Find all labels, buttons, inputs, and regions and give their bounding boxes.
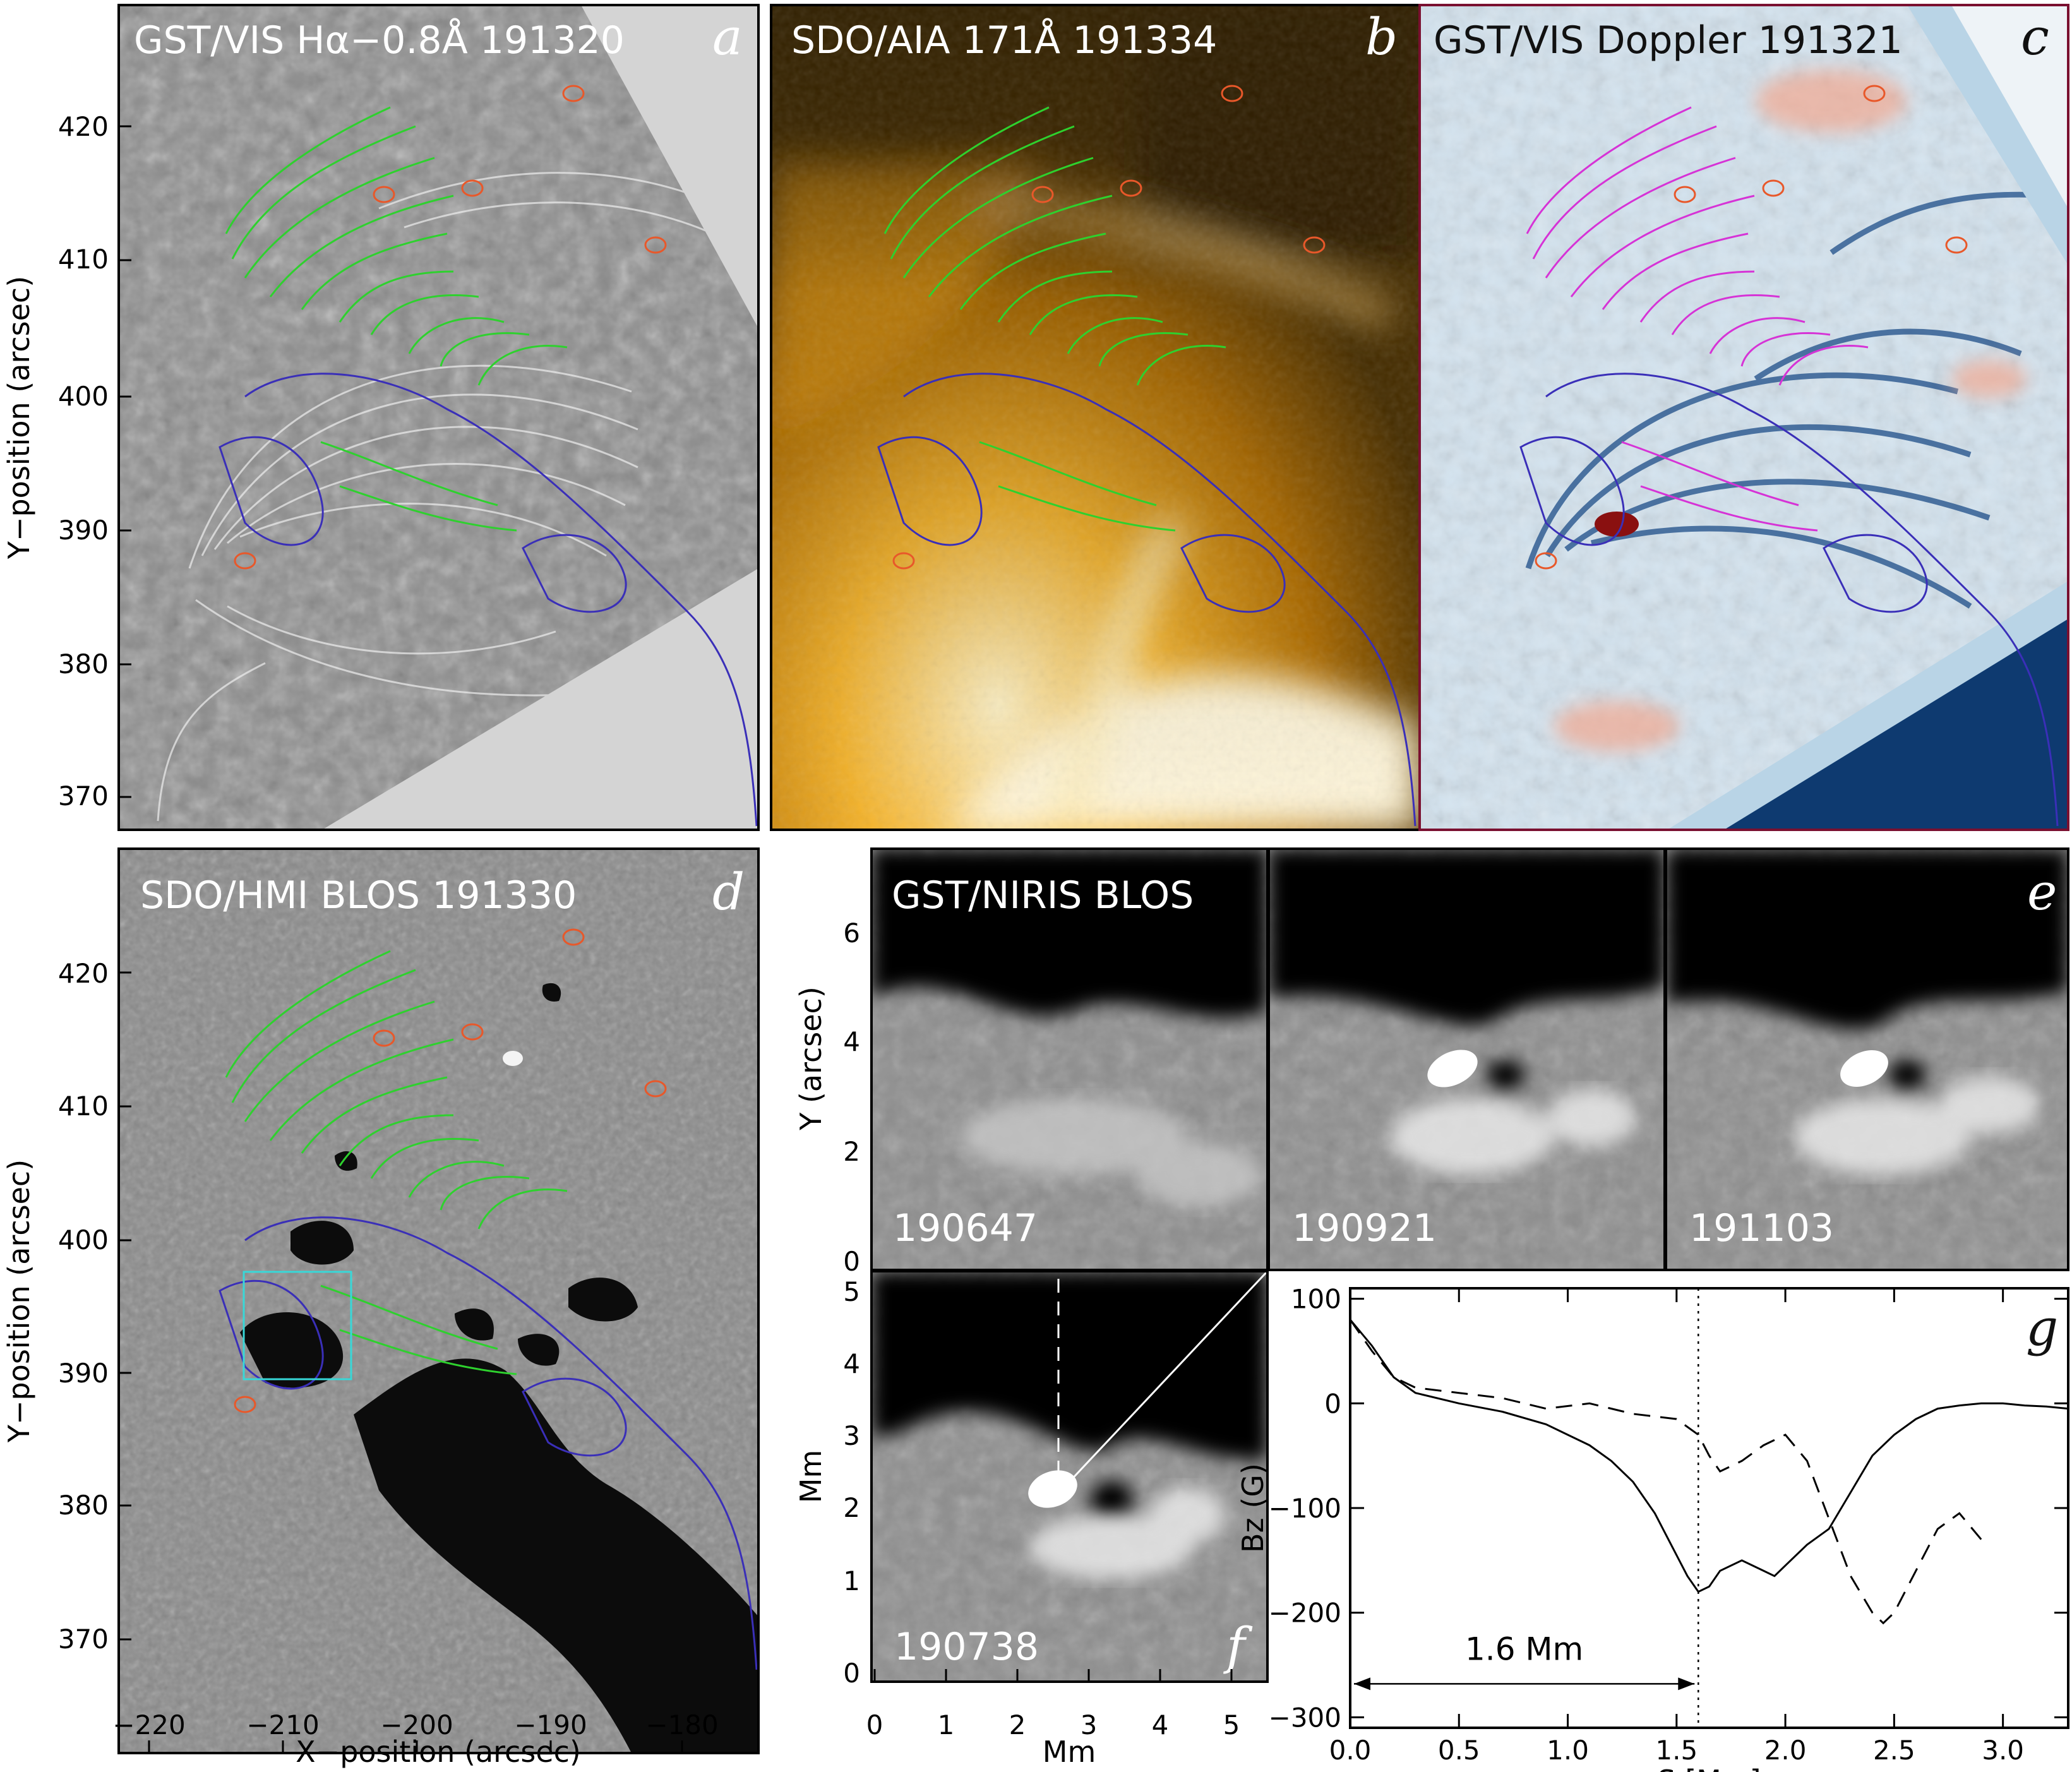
tick-d-y: 410 [58,1091,109,1122]
field-lines-a [225,106,568,532]
g-series-dashed [1349,1319,1982,1625]
contours-b [877,85,1416,827]
g-ytick-label: 100 [1291,1284,1341,1315]
panel-b-letter: b [1365,8,1398,66]
panel-e-title: GST/NIRIS BLOS [892,873,1194,918]
panel-f-time: 190738 [894,1625,1039,1669]
tick-d-x: −220 [112,1709,185,1740]
tick-d-x: −210 [246,1709,319,1740]
panel-c [1420,5,2068,830]
contours-a [219,85,758,827]
g-ytick-label: −200 [1269,1598,1341,1629]
g-xtick-label: 2.5 [1873,1735,1915,1766]
tick-f-y: 3 [843,1420,860,1451]
tick-f-x: 3 [1081,1709,1098,1740]
panel-e-time-3: 191103 [1689,1206,1834,1250]
tick-d-y: 400 [58,1224,109,1255]
contours-c [1519,85,2059,827]
g-arrow-head-right [1678,1677,1695,1691]
panel-c-letter: c [2021,8,2049,66]
tick-a-y: 420 [58,111,109,142]
panel-d-letter: d [712,863,745,921]
panel-d-ylabel: Y−position (arcsec) [2,1159,36,1443]
tick-a-y: 410 [58,244,109,275]
g-xtick-label: 3.0 [1982,1735,2024,1766]
tick-f-y: 5 [843,1276,860,1307]
panel-b-title: SDO/AIA 171Å 191334 [791,18,1217,63]
panel-d-xlabel: X−position (arcsec) [296,1735,581,1769]
contours-d [219,928,758,1670]
field-lines-c [1526,106,1869,532]
g-xtick-label: 0.0 [1329,1735,1372,1766]
panel-f-xlabel: Mm [1043,1735,1096,1769]
slit-diagonal [1066,1270,1269,1485]
tick-d-y: 380 [58,1490,109,1521]
g-xtick-label: 2.0 [1764,1735,1807,1766]
tick-f-y: 0 [843,1658,860,1689]
tick-d-y: 420 [58,958,109,989]
g-xlabel: S [Mm] [1657,1764,1761,1772]
tick-a-y: 400 [58,381,109,412]
tick-d-x: −190 [514,1709,587,1740]
tick-f-y: 1 [843,1565,860,1596]
panel-d-title: SDO/HMI BLOS 191330 [140,873,577,918]
frame-ticks [119,125,1233,1753]
tick-f-x: 5 [1223,1709,1240,1740]
tick-f-x: 4 [1152,1709,1169,1740]
panel-f-ylabel: Mm [794,1450,828,1504]
tick-f-y: 2 [843,1492,860,1523]
panel-a [119,5,758,830]
g-annotation: 1.6 Mm [1465,1631,1583,1667]
panel-e3 [1666,849,2068,1270]
field-lines-d [225,950,568,1375]
field-lines-b [883,106,1226,532]
tick-f-x: 0 [866,1709,883,1740]
panel-e1 [871,849,1267,1270]
tick-f-x: 2 [1009,1709,1026,1740]
g-ylabel: Bz (G) [1236,1463,1270,1553]
tick-e-y: 2 [843,1136,860,1167]
tick-f-x: 1 [938,1709,955,1740]
g-xtick-label: 1.5 [1655,1735,1698,1766]
g-series-solid [1349,1319,2069,1593]
tick-e-y: 6 [843,918,860,949]
panel-e2 [1269,849,1665,1270]
tick-d-x: −180 [645,1709,718,1740]
panel-e-ylabel: Y (arcsec) [794,986,828,1131]
panel-f [871,1271,1267,1682]
panel-a-title: GST/VIS Hα−0.8Å 191320 [134,18,625,63]
g-ytick-label: −300 [1269,1702,1341,1733]
panel-e-time-1: 190647 [893,1206,1038,1250]
panel-b [771,5,1420,830]
g-ytick-label: −100 [1269,1493,1341,1524]
tick-e-y: 4 [843,1026,860,1057]
tick-d-y: 390 [58,1358,109,1389]
tick-d-y: 370 [58,1624,109,1655]
panel-g-letter: g [2026,1298,2058,1357]
tick-a-y: 390 [58,515,109,546]
tick-f-y: 4 [843,1348,860,1379]
region-box [243,1271,352,1380]
g-xtick-label: 1.0 [1547,1735,1589,1766]
panel-a-letter: a [712,8,743,66]
tick-a-y: 370 [58,781,109,811]
g-ytick-label: 0 [1324,1388,1341,1419]
tick-a-y: 380 [58,649,109,679]
tick-d-x: −200 [380,1709,453,1740]
tick-e-y: 0 [843,1246,860,1277]
g-arrow-head-left [1354,1677,1370,1691]
panel-a-ylabel: Y−position (arcsec) [2,276,36,560]
overlays [219,85,2059,1670]
panel-d [119,849,758,1753]
panel-c-title: GST/VIS Doppler 191321 [1434,18,1903,63]
panel-e-letter: e [2027,863,2057,921]
g-xtick-label: 0.5 [1438,1735,1480,1766]
panel-e-time-2: 190921 [1292,1206,1437,1250]
panel-g-chart: 0.0 0.5 1.0 1.5 2.0 2.5 3.0 100 0 −100 −200 −300 S [… [1236,1284,2069,1772]
